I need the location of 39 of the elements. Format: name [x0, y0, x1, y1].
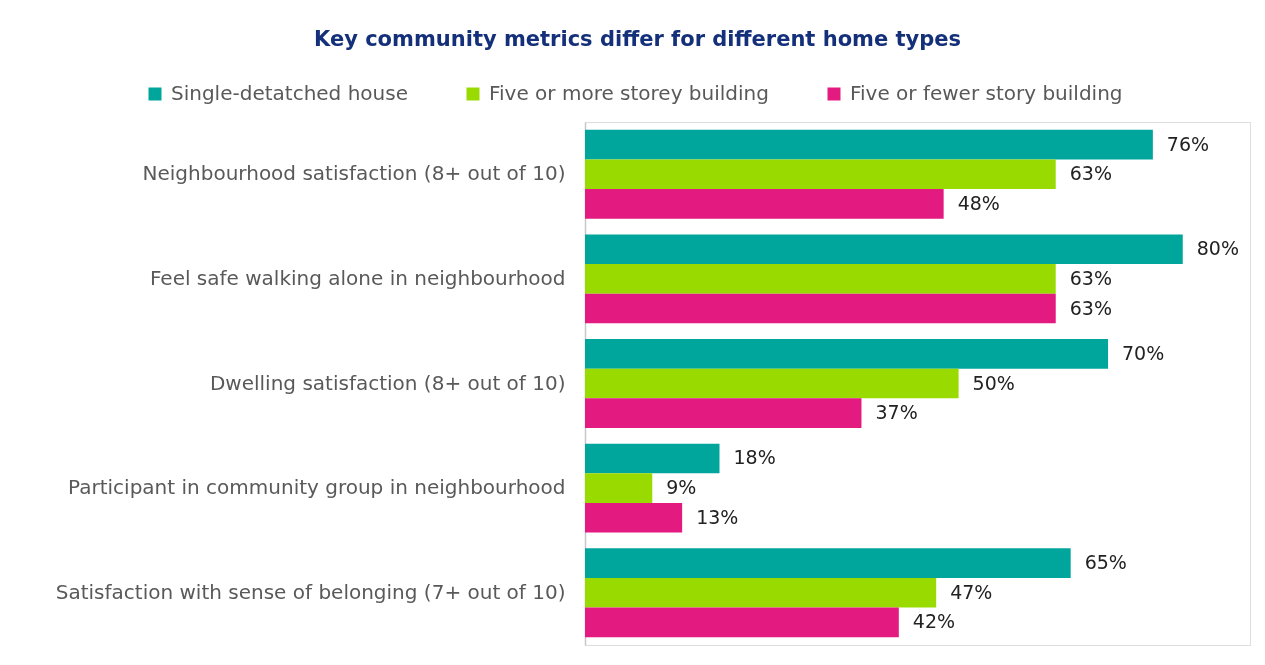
chart-title: Key community metrics differ for different home types	[314, 27, 961, 51]
data-label: 42%	[912, 610, 956, 633]
bar	[585, 264, 1056, 294]
data-label: 63%	[1069, 266, 1112, 289]
data-label: 65%	[1084, 551, 1127, 574]
y-tick-label: Participant in community group in neighbourhood	[68, 475, 566, 500]
bar	[585, 368, 959, 399]
bar	[585, 129, 1153, 160]
legend-label: Single-detatched house	[171, 81, 408, 105]
data-label: 13%	[696, 505, 739, 528]
bar	[585, 548, 1071, 578]
bar	[585, 502, 683, 533]
bar	[585, 293, 1056, 324]
data-label: 63%	[1069, 162, 1112, 185]
data-label: 70%	[1122, 341, 1165, 364]
bar	[585, 443, 720, 474]
data-label: 37%	[875, 401, 918, 424]
bar	[585, 339, 1109, 369]
y-tick-label: Satisfaction with sense of belonging (7+ out of 10)	[55, 579, 566, 604]
y-tick-label: Dwelling satisfaction (8+ out of 10)	[209, 370, 566, 395]
data-label: 9%	[666, 476, 697, 499]
data-label: 48%	[957, 191, 1000, 214]
data-label: 63%	[1069, 296, 1112, 319]
y-tick-label: Feel safe walking alone in neighbourhood	[149, 265, 566, 290]
bar	[585, 159, 1056, 190]
bar	[585, 189, 944, 219]
data-label: 50%	[972, 371, 1015, 394]
legend-label: Five or fewer story building	[850, 81, 1123, 105]
bar	[585, 577, 937, 608]
bar	[585, 398, 862, 428]
y-tick-label: Neighbourhood satisfaction (8+ out of 10)	[142, 161, 566, 186]
legend-label: Five or more storey building	[489, 81, 769, 105]
data-label: 80%	[1196, 237, 1239, 260]
data-label: 47%	[950, 580, 993, 603]
bar	[585, 607, 899, 638]
bar	[585, 234, 1183, 265]
bar	[585, 473, 653, 503]
data-label: 76%	[1166, 132, 1210, 155]
data-label: 18%	[733, 446, 776, 469]
